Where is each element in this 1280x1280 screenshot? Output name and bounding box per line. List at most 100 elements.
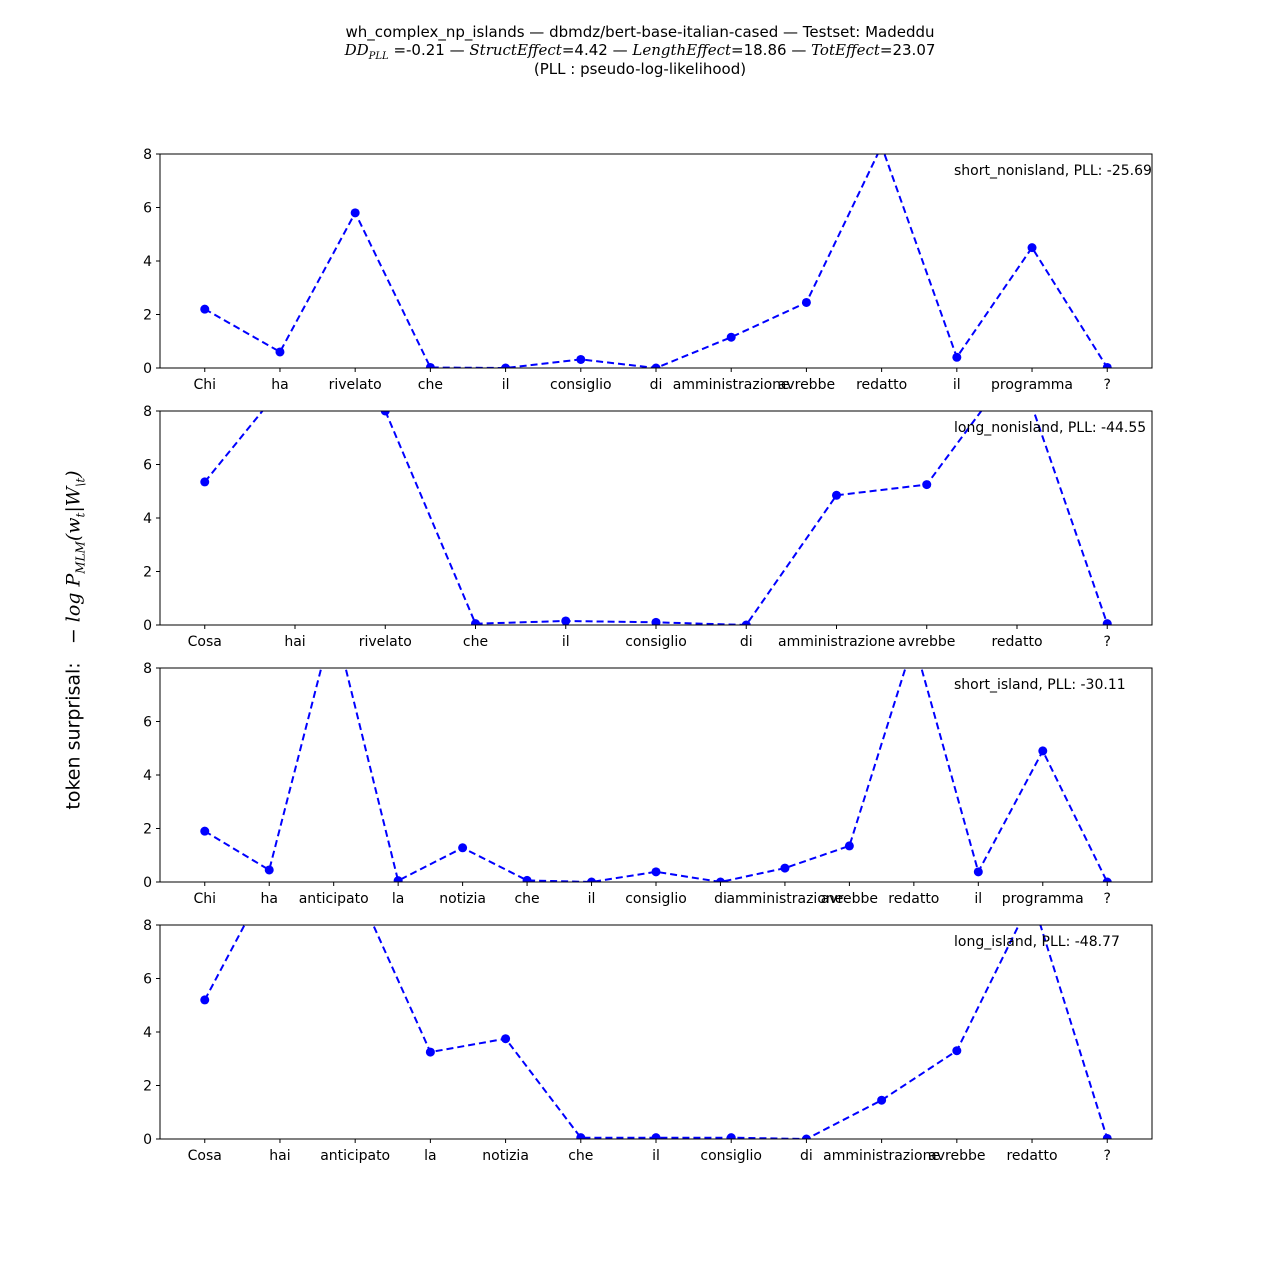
series-group bbox=[200, 615, 1112, 882]
data-point bbox=[844, 841, 854, 851]
data-point bbox=[200, 477, 210, 487]
data-point bbox=[877, 1095, 887, 1105]
y-tick-label: 8 bbox=[143, 404, 152, 420]
subplot-4: 0 2 4 6 8 Cosa hai anticipato la notizia che il cons… bbox=[143, 854, 1153, 1164]
y-tick-label: 4 bbox=[143, 1025, 152, 1041]
y-tick-label: 0 bbox=[143, 361, 152, 377]
tot-effect-label: TotEffect bbox=[811, 41, 880, 59]
figure-subtitle-effects: DDPLL =-0.21 — StructEffect=4.42 — Lengt… bbox=[0, 41, 1280, 62]
data-point bbox=[922, 480, 932, 490]
data-point bbox=[200, 304, 210, 314]
x-tick-label: ? bbox=[1104, 1148, 1111, 1164]
data-point bbox=[715, 877, 725, 882]
subplot-3: 0 2 4 6 8 Chi ha anticipato la notizia che il consig… bbox=[143, 615, 1153, 907]
x-tick-label: la bbox=[424, 1148, 436, 1164]
data-point bbox=[329, 615, 338, 624]
y-tick-label: 6 bbox=[143, 972, 152, 988]
x-tick-label: di bbox=[650, 377, 663, 393]
y-tick-label: 6 bbox=[143, 201, 152, 217]
data-point bbox=[501, 1034, 511, 1044]
x-tick-label: avrebbe bbox=[821, 891, 878, 907]
y-tick-label: 2 bbox=[143, 1079, 152, 1095]
x-tick-label: rivelato bbox=[329, 377, 382, 393]
x-tick-label: avrebbe bbox=[898, 634, 955, 650]
data-point bbox=[576, 354, 586, 364]
x-tick-label: programma bbox=[991, 377, 1073, 393]
x-tick-label: di bbox=[800, 1148, 813, 1164]
x-tick-label: Cosa bbox=[188, 634, 222, 650]
x-tick-label: il bbox=[502, 377, 510, 393]
data-point bbox=[200, 995, 210, 1005]
x-tick-label: ha bbox=[271, 377, 288, 393]
data-point bbox=[952, 1046, 962, 1056]
x-tick-label: avrebbe bbox=[778, 377, 835, 393]
data-point bbox=[275, 347, 285, 357]
data-point bbox=[350, 208, 360, 218]
data-point bbox=[726, 1133, 736, 1139]
x-tick-label: rivelato bbox=[359, 634, 412, 650]
x-tick-label: redatto bbox=[1006, 1148, 1057, 1164]
subplot-annotation: short_nonisland, PLL: -25.69 bbox=[954, 163, 1152, 179]
data-point bbox=[471, 619, 481, 625]
x-tick-label: il bbox=[562, 634, 570, 650]
y-tick-label: 6 bbox=[143, 715, 152, 731]
separator: — bbox=[786, 41, 812, 59]
x-tick-label: di bbox=[740, 634, 753, 650]
data-point bbox=[831, 490, 841, 500]
x-tick-label: anticipato bbox=[299, 891, 369, 907]
subplot-annotation: long_nonisland, PLL: -44.55 bbox=[954, 420, 1146, 436]
x-tick-label: hai bbox=[284, 634, 305, 650]
data-point bbox=[522, 875, 532, 882]
x-tick-label: che bbox=[514, 891, 539, 907]
data-point bbox=[200, 826, 210, 836]
x-tick-label: redatto bbox=[991, 634, 1042, 650]
data-point bbox=[1102, 619, 1112, 625]
y-tick-label: 4 bbox=[143, 254, 152, 270]
x-tick-label: notizia bbox=[439, 891, 486, 907]
data-point bbox=[576, 1133, 586, 1139]
dd-value: =-0.21 bbox=[393, 41, 445, 59]
y-tick-label: 4 bbox=[143, 768, 152, 784]
data-point bbox=[264, 865, 274, 875]
x-tick-label: ? bbox=[1104, 634, 1111, 650]
x-tick-label: ? bbox=[1104, 377, 1111, 393]
x-tick-label: Cosa bbox=[188, 1148, 222, 1164]
dd-subscript: PLL bbox=[368, 51, 389, 62]
x-tick-label: notizia bbox=[482, 1148, 529, 1164]
data-point bbox=[561, 616, 571, 625]
y-tick-label: 8 bbox=[143, 918, 152, 934]
data-point bbox=[275, 854, 284, 863]
x-tick-label: hai bbox=[269, 1148, 290, 1164]
x-tick-label: che bbox=[463, 634, 488, 650]
x-tick-label: redatto bbox=[888, 891, 939, 907]
x-tick-label: il bbox=[588, 891, 596, 907]
data-point bbox=[973, 867, 983, 877]
length-effect-value: =18.86 bbox=[731, 41, 787, 59]
x-tick-label: Chi bbox=[193, 891, 216, 907]
x-tick-label: anticipato bbox=[320, 1148, 390, 1164]
y-tick-label: 8 bbox=[143, 661, 152, 677]
x-tick-label: amministrazione bbox=[673, 377, 790, 393]
x-tick-label: consiglio bbox=[700, 1148, 762, 1164]
data-point bbox=[801, 1134, 811, 1139]
subplot-1: 0 2 4 6 8 Chi ha rivelato che il consiglio di ammini… bbox=[143, 147, 1153, 393]
data-point bbox=[651, 363, 661, 368]
dd-label: DD bbox=[344, 41, 369, 59]
x-tick-label: ? bbox=[1104, 891, 1111, 907]
subplot-annotation: long_island, PLL: -48.77 bbox=[954, 934, 1120, 950]
x-tick-label: ha bbox=[260, 891, 277, 907]
axes-frame bbox=[159, 667, 1153, 883]
x-tick-label: il bbox=[974, 891, 982, 907]
data-point bbox=[741, 620, 751, 625]
subplot-annotation: short_island, PLL: -30.11 bbox=[954, 677, 1126, 693]
axes-frame bbox=[159, 410, 1153, 626]
x-tick-label: consiglio bbox=[625, 634, 687, 650]
struct-effect-label: StructEffect bbox=[469, 41, 562, 59]
data-point bbox=[380, 411, 390, 416]
data-point bbox=[780, 863, 790, 873]
data-point bbox=[952, 352, 962, 362]
data-point bbox=[1102, 877, 1112, 882]
y-tick-label: 2 bbox=[143, 308, 152, 324]
data-point bbox=[1102, 362, 1112, 368]
